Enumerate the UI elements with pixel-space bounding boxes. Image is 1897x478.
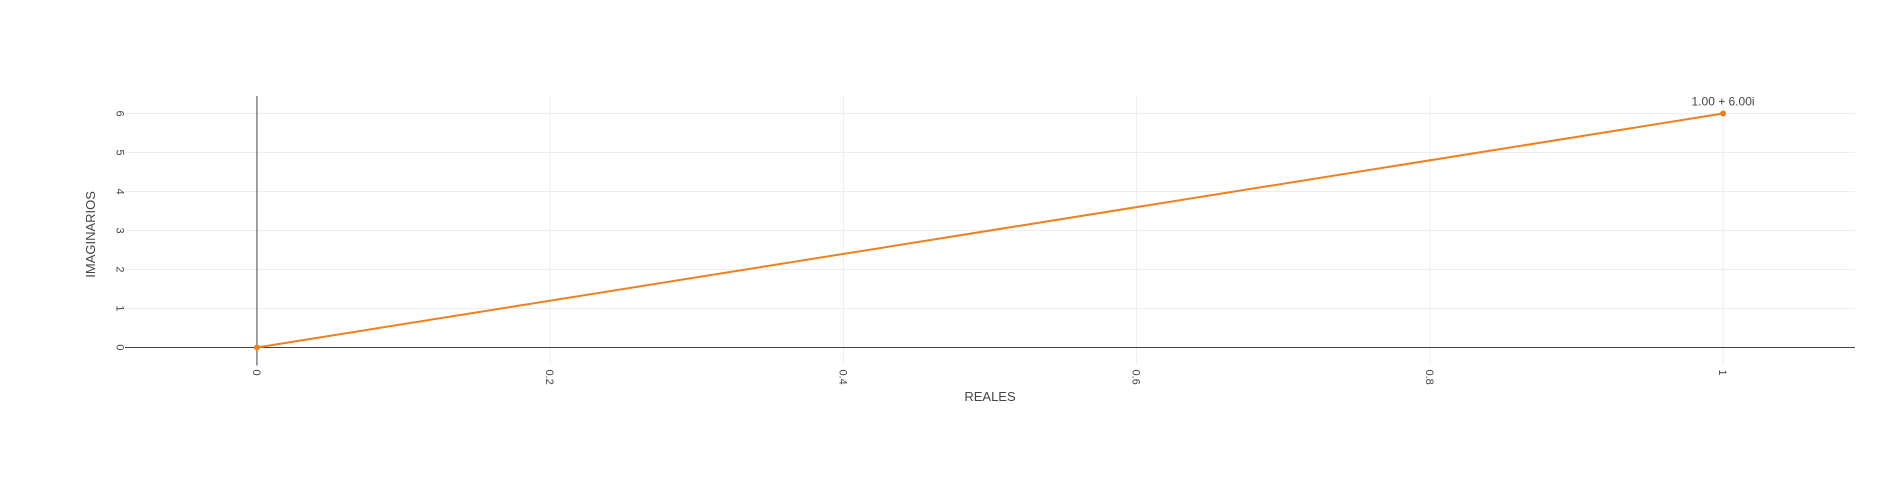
y-tick-label: 0 xyxy=(113,344,125,350)
grid xyxy=(125,96,1855,365)
series: 1.00 + 6.00i xyxy=(253,95,1755,351)
y-tick-label: 3 xyxy=(113,227,125,233)
series-line xyxy=(256,112,1724,349)
x-axis-title: REALES xyxy=(964,389,1016,404)
data-point[interactable] xyxy=(253,344,260,351)
point-label: 1.00 + 6.00i xyxy=(1692,95,1755,109)
x-tick-label: 0.6 xyxy=(1130,369,1142,384)
tick-labels: 0 0.2 0.4 0.6 0.8 1 0 1 2 3 4 5 6 xyxy=(113,110,1728,384)
x-tick-label: 0.2 xyxy=(543,369,555,384)
y-tick-label: 5 xyxy=(113,149,125,155)
y-tick-label: 2 xyxy=(113,266,125,272)
x-tick-label: 0.4 xyxy=(836,369,848,384)
y-tick-label: 1 xyxy=(113,305,125,311)
data-point[interactable] xyxy=(1720,110,1727,117)
y-axis-title: IMAGINARIOS xyxy=(83,191,98,278)
x-tick-label: 0.8 xyxy=(1423,369,1435,384)
x-tick-label: 1 xyxy=(1716,369,1728,375)
y-tick-label: 6 xyxy=(113,110,125,116)
zero-lines xyxy=(125,96,1855,366)
x-tick-label: 0 xyxy=(250,369,262,375)
y-tick-label: 4 xyxy=(113,188,125,194)
